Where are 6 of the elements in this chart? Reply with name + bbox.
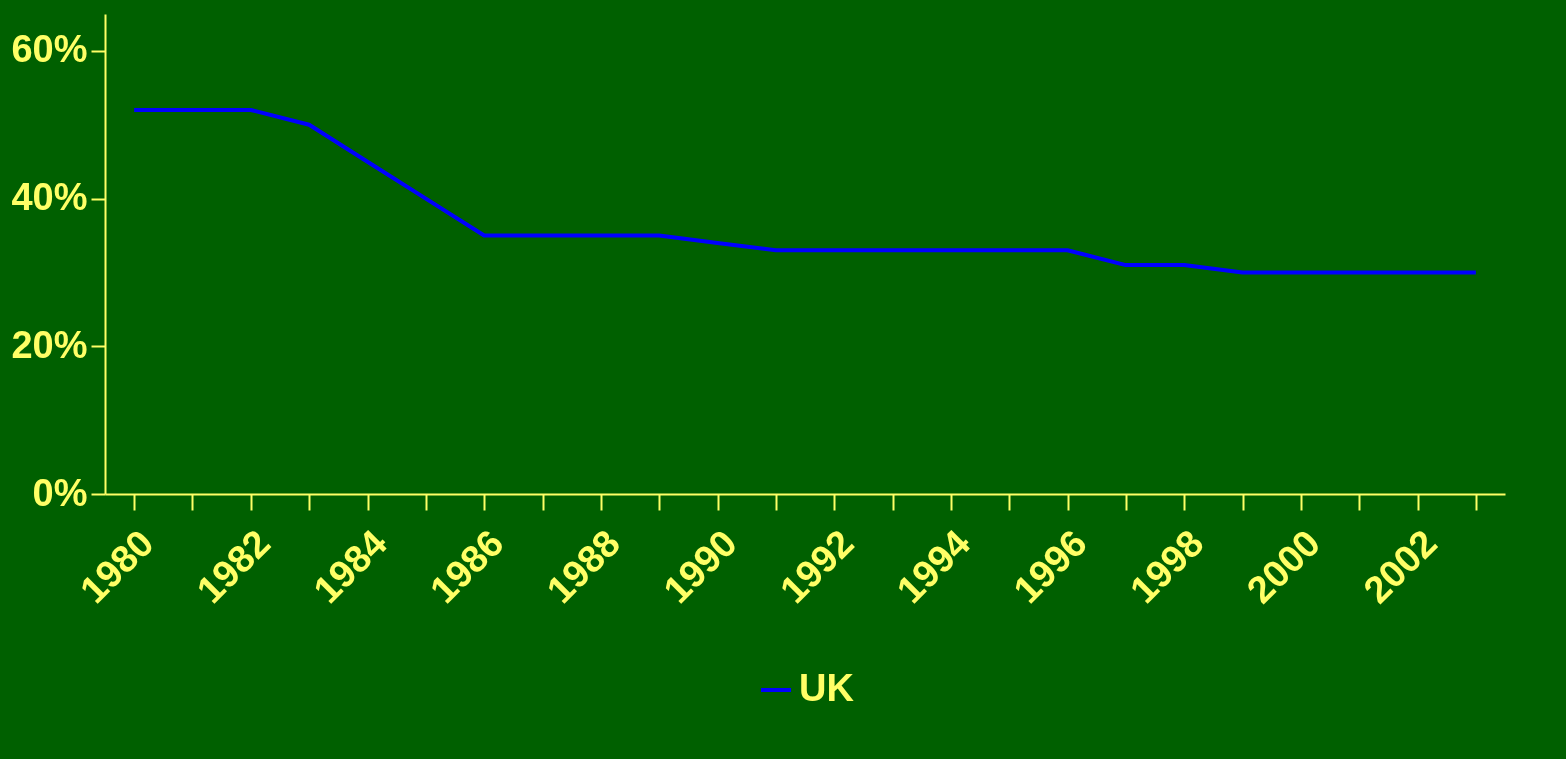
y-tick-label: 20% xyxy=(11,323,88,366)
y-tick-label: 40% xyxy=(11,176,88,219)
line-series xyxy=(132,108,1478,275)
y-tick-label: 0% xyxy=(32,471,88,514)
legend-label: UK xyxy=(799,667,855,709)
y-tick-label: 60% xyxy=(11,28,88,71)
